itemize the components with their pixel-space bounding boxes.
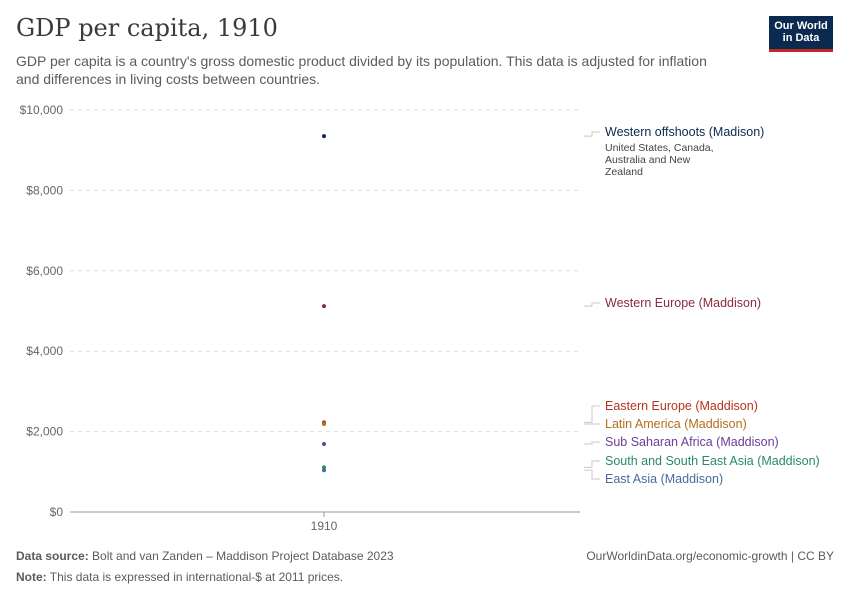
note-label: Note: [16,570,47,584]
legend-connector [584,405,600,423]
data-point [322,468,326,473]
series-note-line: United States, Canada, [605,142,714,154]
y-tick-label: $6,000 [26,264,63,278]
series-label: Western offshoots (Madison) [605,125,764,139]
note-text: This data is expressed in international-… [49,570,344,584]
series-label: Latin America (Maddison) [605,417,747,431]
legend-connector [584,131,600,137]
series-label: Eastern Europe (Maddison) [605,399,758,413]
data-source-text[interactable]: Bolt and van Zanden – Maddison Project D… [92,549,394,563]
series-label: East Asia (Maddison) [605,472,723,486]
data-source-label: Data source: [16,549,89,563]
x-tick-label: 1910 [311,519,338,533]
legend-connector [584,302,600,307]
series-label: South and South East Asia (Maddison) [605,454,820,468]
data-point [322,304,326,309]
y-tick-label: $2,000 [26,425,63,439]
series-label: Western Europe (Maddison) [605,296,761,310]
series-label: Sub Saharan Africa (Maddison) [605,435,779,449]
data-source: Data source: Bolt and van Zanden – Maddi… [16,549,394,563]
chart-note: Note: This data is expressed in internat… [16,570,343,584]
data-point [322,134,326,139]
license-link[interactable]: OurWorldinData.org/economic-growth | CC … [586,549,834,563]
logo-line-1: Our World [774,20,828,32]
data-point [322,421,326,426]
legend-connector [584,469,600,480]
legend-connector [584,441,600,445]
data-point [322,442,326,447]
data-point [322,465,326,470]
chart-subtitle: GDP per capita is a country's gross dome… [16,53,707,87]
y-tick-label: $8,000 [26,183,63,197]
chart-title: GDP per capita, 1910 [16,14,278,42]
series-note-line: Australia and New [605,154,691,166]
owid-logo[interactable]: Our World in Data [769,16,833,52]
logo-line-2: in Data [782,32,820,44]
y-tick-label: $4,000 [26,344,63,358]
series-note-line: Zealand [605,166,643,178]
y-tick-label: $0 [50,505,64,519]
legend-connector [584,460,600,468]
y-tick-label: $10,000 [20,103,64,117]
